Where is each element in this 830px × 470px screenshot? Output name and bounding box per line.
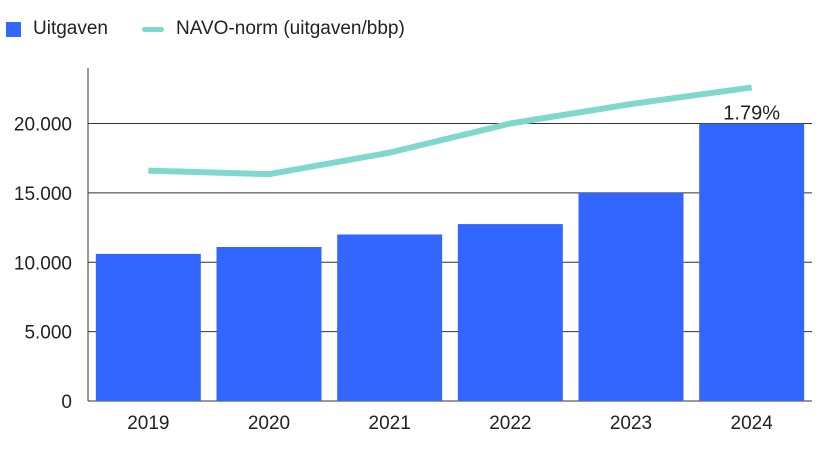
x-axis-ticks: 2019 2020 2021 2022 2023 2024 xyxy=(127,413,773,434)
legend-swatch-line xyxy=(142,26,164,32)
data-label: 1.79% xyxy=(723,103,780,125)
data-labels: 1.79% xyxy=(723,103,780,125)
y-tick-label: 20.000 xyxy=(14,115,72,136)
y-tick-label: 0 xyxy=(61,392,72,413)
bar-2019 xyxy=(95,253,201,401)
legend-label-line: NAVO-norm (uitgaven/bbp) xyxy=(176,18,405,39)
y-axis-ticks: 0 5.000 10.000 15.000 20.000 xyxy=(14,115,72,414)
x-tick-label: 2022 xyxy=(489,413,531,434)
legend-item-uitgaven: Uitgaven xyxy=(6,18,108,40)
legend-label-bars: Uitgaven xyxy=(33,18,108,39)
gridlines xyxy=(87,68,812,402)
bar-2021 xyxy=(337,234,443,401)
bar-series xyxy=(95,123,805,401)
y-tick-label: 15.000 xyxy=(14,184,72,205)
x-tick-label: 2019 xyxy=(127,413,169,434)
x-tick-label: 2023 xyxy=(610,413,652,434)
bar-2024 xyxy=(699,123,805,401)
legend-item-navo-norm: NAVO-norm (uitgaven/bbp) xyxy=(142,18,405,40)
bar-2020 xyxy=(216,246,322,401)
legend-swatch-bars xyxy=(6,21,21,37)
navo-norm-line xyxy=(148,84,753,178)
y-tick-label: 5.000 xyxy=(24,323,72,344)
y-tick-label: 10.000 xyxy=(14,253,72,274)
line-series xyxy=(148,84,753,178)
bar-2022 xyxy=(457,224,563,401)
x-tick-label: 2020 xyxy=(248,413,290,434)
chart-legend: Uitgaven NAVO-norm (uitgaven/bbp) xyxy=(6,18,439,40)
bar-2023 xyxy=(578,192,684,401)
x-tick-label: 2024 xyxy=(731,413,774,434)
x-tick-label: 2021 xyxy=(369,413,411,434)
